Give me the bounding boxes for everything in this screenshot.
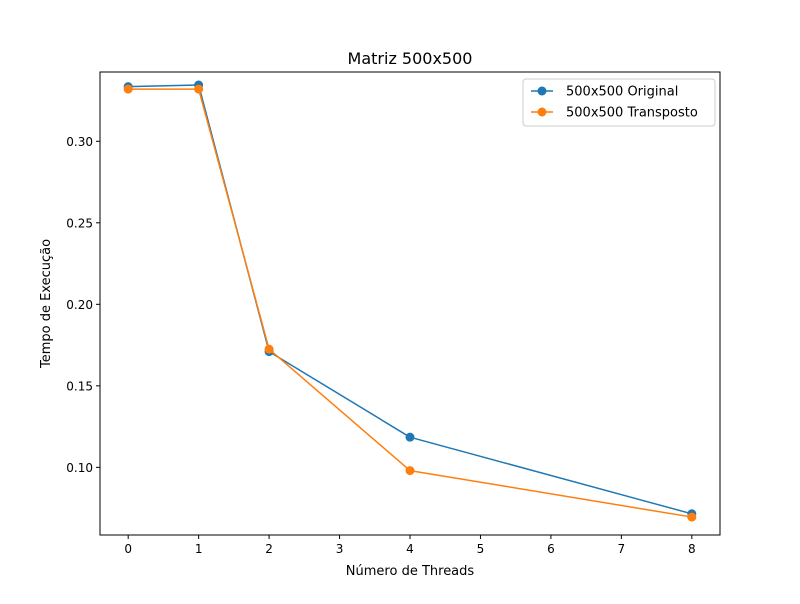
- y-tick-label: 0.10: [66, 461, 93, 475]
- y-axis-ticks: 0.10 0.15 0.20 0.25 0.30: [66, 135, 100, 475]
- data-point: [194, 84, 204, 94]
- axes-frame: [99, 71, 721, 536]
- y-tick-label: 0.25: [66, 216, 93, 230]
- x-tick-label: 2: [265, 542, 273, 556]
- data-point: [687, 512, 697, 522]
- data-point: [405, 432, 415, 442]
- legend-label: 500x500 Original: [566, 85, 678, 100]
- y-tick-label: 0.30: [66, 135, 93, 149]
- x-tick-label: 0: [124, 542, 132, 556]
- y-tick-label: 0.20: [66, 298, 93, 312]
- x-tick-label: 6: [547, 542, 555, 556]
- x-tick-label: 1: [195, 542, 203, 556]
- x-tick-label: 5: [477, 542, 485, 556]
- x-axis-ticks: 0 1 2 3 4 5 6 7 8: [124, 535, 696, 556]
- legend: 500x500 Original 500x500 Transposto: [522, 78, 716, 127]
- data-point: [123, 84, 133, 94]
- legend-marker: [537, 86, 547, 96]
- plot-marks: [123, 80, 697, 522]
- x-axis-label: Número de Threads: [346, 564, 475, 579]
- data-point: [405, 466, 415, 476]
- x-tick-label: 4: [406, 542, 414, 556]
- data-point: [264, 344, 274, 354]
- chart-title: Matriz 500x500: [348, 49, 473, 68]
- legend-label: 500x500 Transposto: [566, 106, 698, 121]
- x-tick-label: 3: [336, 542, 344, 556]
- legend-box: [522, 78, 716, 127]
- x-tick-label: 7: [618, 542, 626, 556]
- legend-marker: [537, 107, 547, 117]
- y-axis-label: Tempo de Execução: [39, 239, 54, 369]
- x-tick-label: 8: [688, 542, 696, 556]
- y-tick-label: 0.15: [66, 379, 93, 393]
